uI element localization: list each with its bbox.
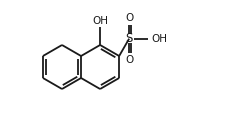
Text: OH: OH [92, 16, 108, 26]
Text: S: S [125, 32, 132, 45]
Text: O: O [125, 13, 133, 23]
Text: O: O [125, 55, 133, 65]
Text: OH: OH [150, 34, 166, 44]
